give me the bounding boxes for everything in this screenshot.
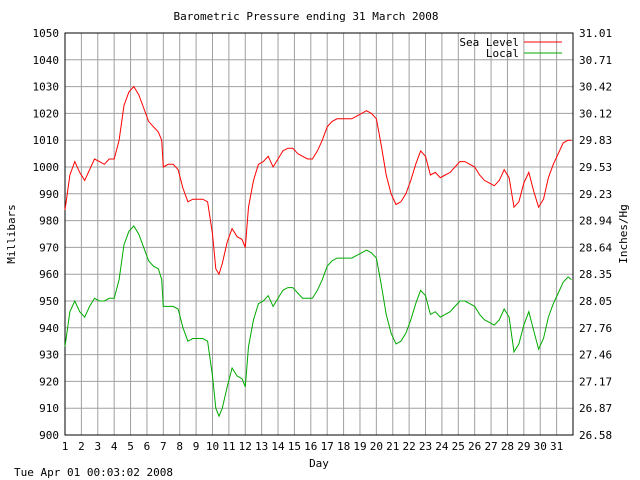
plot-frame [64, 32, 574, 436]
x-tick-label: 25 [452, 440, 465, 453]
y-tick-label: 1010 [33, 134, 60, 147]
x-tick-label: 2 [78, 440, 85, 453]
y2-tick-label: 27.46 [579, 349, 612, 362]
x-tick-label: 6 [144, 440, 151, 453]
x-tick-label: 28 [501, 440, 514, 453]
y2-tick-label: 31.01 [579, 27, 612, 40]
y-tick-label: 940 [39, 322, 59, 335]
x-axis-label: Day [309, 457, 329, 470]
legend: Sea Level Local [459, 36, 562, 60]
x-tick-label: 3 [94, 440, 101, 453]
y-tick-label: 920 [39, 375, 59, 388]
y2-tick-label: 30.42 [579, 81, 612, 94]
y-tick-label: 900 [39, 429, 59, 442]
x-tick-label: 4 [111, 440, 118, 453]
legend-label-local: Local [486, 47, 519, 60]
grid [64, 32, 573, 436]
x-tick-label: 19 [353, 440, 366, 453]
x-tick-label: 15 [288, 440, 301, 453]
y-tick-label: 990 [39, 188, 59, 201]
x-tick-label: 1 [62, 440, 69, 453]
x-tick-label: 27 [484, 440, 497, 453]
x-axis-ticks: 1 2 3 4 5 6 7 8 9 10 11 12 13 14 15 16 17 18 19 20 21 22 23 24 2… [62, 440, 564, 453]
y-tick-label: 980 [39, 215, 59, 228]
x-tick-label: 17 [321, 440, 334, 453]
y-tick-label: 930 [39, 349, 59, 362]
y-tick-label: 960 [39, 268, 59, 281]
y-tick-label: 1050 [33, 27, 60, 40]
y2-tick-label: 27.76 [579, 322, 612, 335]
y2-tick-label: 26.58 [579, 429, 612, 442]
x-tick-label: 22 [403, 440, 416, 453]
y2-axis-label: Inches/Hg [617, 204, 630, 264]
generated-timestamp: Tue Apr 01 00:03:02 2008 [14, 466, 173, 479]
y2-tick-label: 28.94 [579, 215, 612, 228]
x-tick-label: 14 [271, 440, 285, 453]
y-axis-ticks-left: 900 910 920 930 940 950 960 970 980 990 1000 1010 10… [33, 27, 60, 442]
chart-title: Barometric Pressure ending 31 March 2008 [174, 10, 439, 23]
y-axis-label: Millibars [5, 204, 18, 264]
y2-tick-label: 30.12 [579, 107, 612, 120]
y2-tick-label: 26.87 [579, 402, 612, 415]
y2-tick-label: 28.35 [579, 268, 612, 281]
y-tick-label: 1030 [33, 81, 60, 94]
y2-tick-label: 28.05 [579, 295, 612, 308]
series-lines [64, 85, 572, 418]
y2-tick-label: 27.17 [579, 375, 612, 388]
y-tick-label: 1020 [33, 107, 60, 120]
x-tick-label: 11 [222, 440, 235, 453]
x-tick-label: 16 [304, 440, 317, 453]
series-line-sea-level [64, 85, 572, 276]
y-tick-label: 1000 [33, 161, 60, 174]
y2-tick-label: 30.71 [579, 54, 612, 67]
y-tick-label: 950 [39, 295, 59, 308]
legend-label-sea-level: Sea Level [459, 36, 519, 49]
y-tick-label: 1040 [33, 54, 60, 67]
x-tick-label: 12 [239, 440, 252, 453]
y2-tick-label: 29.83 [579, 134, 612, 147]
x-tick-label: 23 [419, 440, 432, 453]
x-tick-label: 13 [255, 440, 268, 453]
y2-tick-label: 29.53 [579, 161, 612, 174]
x-tick-label: 7 [160, 440, 167, 453]
x-tick-label: 31 [550, 440, 563, 453]
x-tick-label: 18 [337, 440, 350, 453]
series-line-local [64, 225, 572, 418]
x-tick-label: 20 [370, 440, 383, 453]
x-tick-label: 21 [386, 440, 399, 453]
x-tick-label: 10 [206, 440, 219, 453]
x-tick-label: 5 [127, 440, 134, 453]
x-tick-label: 30 [534, 440, 547, 453]
x-tick-label: 9 [193, 440, 200, 453]
x-tick-label: 8 [176, 440, 183, 453]
x-tick-label: 29 [517, 440, 530, 453]
x-tick-label: 26 [468, 440, 481, 453]
y2-tick-label: 29.23 [579, 188, 612, 201]
y2-tick-label: 28.64 [579, 241, 612, 254]
x-tick-label: 24 [435, 440, 449, 453]
y-tick-label: 910 [39, 402, 59, 415]
y-tick-label: 970 [39, 241, 59, 254]
y-axis-ticks-right: 26.58 26.87 27.17 27.46 27.76 28.05 28.35 28.64… [579, 27, 612, 442]
